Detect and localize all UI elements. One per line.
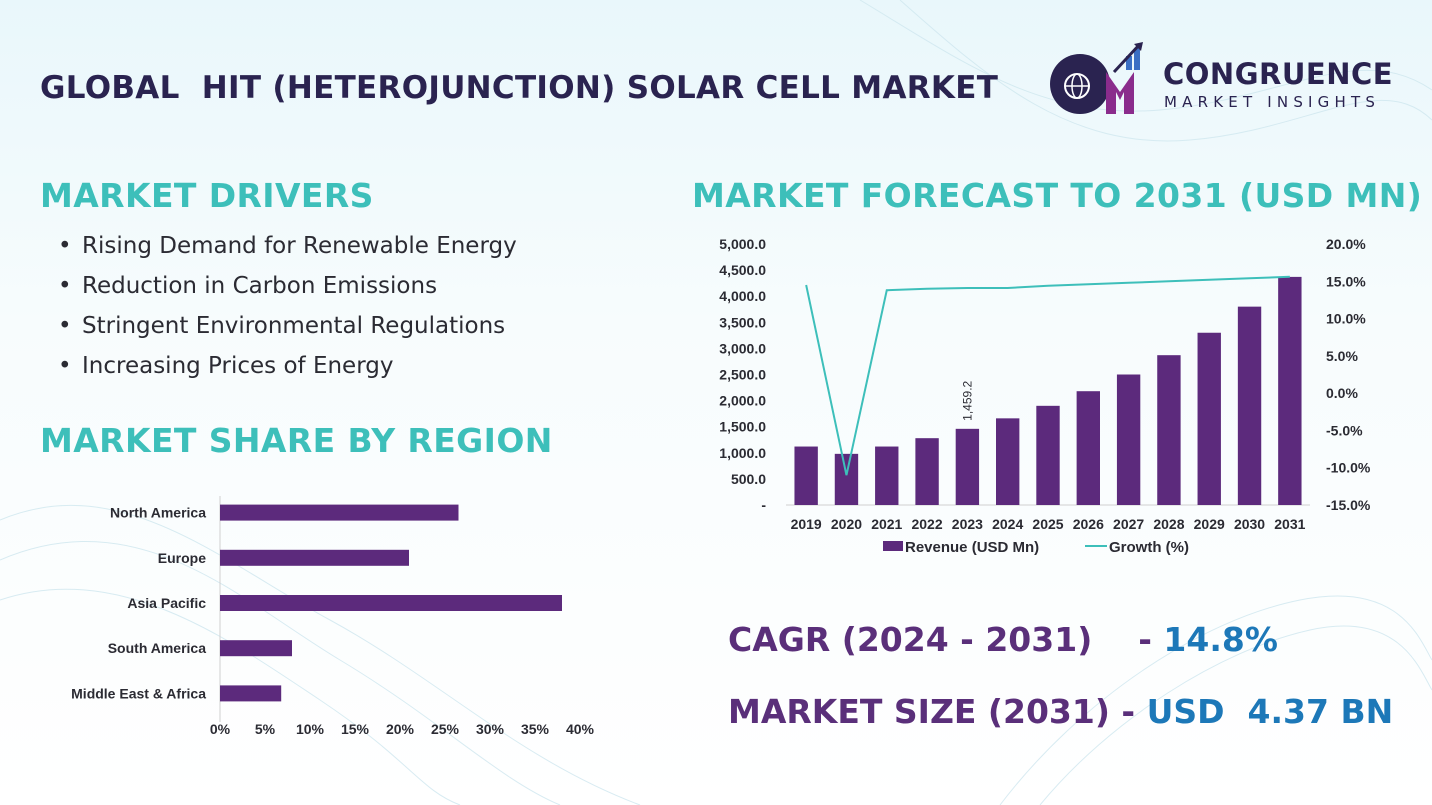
cagr-label: CAGR (2024 - 2031)	[728, 620, 1093, 659]
market-size-separator: -	[1109, 692, 1147, 731]
revenue-bar	[1278, 276, 1302, 505]
left-tick-label: 500.0	[731, 471, 766, 487]
drivers-list: Rising Demand for Renewable Energy Reduc…	[58, 230, 517, 390]
category-label: Asia Pacific	[127, 595, 206, 611]
revenue-bar	[1116, 374, 1141, 505]
company-logo-icon	[1050, 42, 1143, 114]
market-size-label: MARKET SIZE (2031)	[728, 692, 1110, 731]
revenue-bar	[1157, 355, 1181, 505]
x-tick-label: 2029	[1194, 516, 1225, 532]
region-heading: MARKET SHARE BY REGION	[40, 421, 553, 460]
revenue-bar	[1197, 332, 1221, 505]
revenue-bar	[1076, 391, 1100, 505]
x-tick-label: 0%	[210, 721, 231, 737]
logo-wordmark: CONGRUENCE	[1163, 57, 1394, 91]
category-label: South America	[108, 640, 206, 656]
x-tick-label: 2021	[871, 516, 902, 532]
left-tick-label: -	[761, 497, 766, 513]
x-tick-label: 2026	[1073, 516, 1104, 532]
cagr-value: 14.8%	[1163, 620, 1278, 659]
right-tick-label: 15.0%	[1326, 273, 1366, 289]
revenue-bar	[955, 428, 980, 505]
driver-item: Reduction in Carbon Emissions	[58, 270, 517, 310]
x-tick-label: 2031	[1274, 516, 1305, 532]
x-tick-label: 10%	[296, 721, 325, 737]
x-tick-label: 2024	[992, 516, 1023, 532]
x-tick-label: 30%	[476, 721, 505, 737]
x-tick-label: 20%	[386, 721, 415, 737]
bar	[220, 685, 282, 702]
market-size-stat: MARKET SIZE (2031) - USD 4.37 BN	[728, 692, 1393, 731]
legend-label: Growth (%)	[1109, 539, 1189, 556]
left-tick-label: 5,000.0	[719, 236, 766, 252]
region-share-chart: North America Europe Asia Pacific South Ame…	[71, 496, 595, 737]
revenue-bar	[1036, 405, 1060, 505]
right-tick-label: -5.0%	[1326, 422, 1363, 438]
forecast-heading: MARKET FORECAST TO 2031 (USD MN)	[692, 176, 1423, 215]
category-label: Europe	[158, 550, 206, 566]
x-tick-label: 2023	[952, 516, 983, 532]
x-tick-label: 2025	[1032, 516, 1063, 532]
bar	[220, 595, 562, 611]
left-tick-label: 4,000.0	[719, 288, 766, 304]
left-tick-label: 3,000.0	[719, 340, 766, 356]
category-label: North America	[110, 505, 206, 521]
x-tick-label: 35%	[521, 721, 550, 737]
right-tick-label: 10.0%	[1326, 311, 1366, 327]
legend-bar-swatch	[883, 541, 903, 551]
revenue-bar	[1237, 306, 1262, 505]
cagr-separator: -	[1092, 620, 1164, 659]
driver-item: Rising Demand for Renewable Energy	[58, 230, 517, 270]
market-size-value: USD 4.37 BN	[1146, 692, 1394, 731]
legend-label: Revenue (USD Mn)	[905, 539, 1039, 556]
left-tick-label: 1,500.0	[719, 419, 766, 435]
x-tick-label: 2022	[911, 516, 942, 532]
x-tick-label: 15%	[341, 721, 370, 737]
x-tick-label: 40%	[566, 721, 595, 737]
bar	[220, 549, 409, 566]
revenue-bar	[875, 446, 899, 505]
bar	[220, 640, 292, 657]
left-tick-label: 3,500.0	[719, 314, 766, 330]
right-tick-label: 20.0%	[1326, 236, 1366, 252]
drivers-heading: MARKET DRIVERS	[40, 176, 374, 215]
growth-line	[805, 275, 1290, 476]
x-tick-label: 2019	[791, 516, 822, 532]
x-tick-label: 25%	[431, 721, 460, 737]
left-tick-label: 1,000.0	[719, 445, 766, 461]
revenue-bar	[834, 453, 859, 505]
bar	[220, 504, 459, 521]
revenue-bar	[915, 438, 939, 505]
right-tick-label: -15.0%	[1326, 497, 1371, 513]
x-tick-label: 2020	[831, 516, 862, 532]
right-tick-label: 5.0%	[1326, 348, 1358, 364]
category-label: Middle East & Africa	[71, 685, 206, 701]
cagr-stat: CAGR (2024 - 2031) - 14.8%	[728, 620, 1278, 659]
data-label: 1,459.2	[960, 380, 974, 420]
logo-tagline: MARKET INSIGHTS	[1164, 93, 1381, 111]
x-tick-label: 5%	[255, 721, 276, 737]
page-title: GLOBAL HIT (HETEROJUNCTION) SOLAR CELL M…	[40, 70, 999, 106]
x-tick-label: 2030	[1234, 516, 1265, 532]
driver-item: Increasing Prices of Energy	[58, 350, 517, 390]
left-tick-label: 2,500.0	[719, 367, 766, 383]
revenue-bar	[996, 418, 1020, 505]
driver-item: Stringent Environmental Regulations	[58, 310, 517, 350]
right-tick-label: 0.0%	[1326, 385, 1358, 401]
x-tick-label: 2027	[1113, 516, 1144, 532]
forecast-chart: - 500.0 1,000.0 1,500.0 2,000.0 2,500.0 3,000.…	[719, 236, 1371, 556]
revenue-bar	[794, 446, 818, 505]
left-tick-label: 2,000.0	[719, 393, 766, 409]
x-tick-label: 2028	[1153, 516, 1184, 532]
right-tick-label: -10.0%	[1326, 460, 1371, 476]
left-tick-label: 4,500.0	[719, 262, 766, 278]
